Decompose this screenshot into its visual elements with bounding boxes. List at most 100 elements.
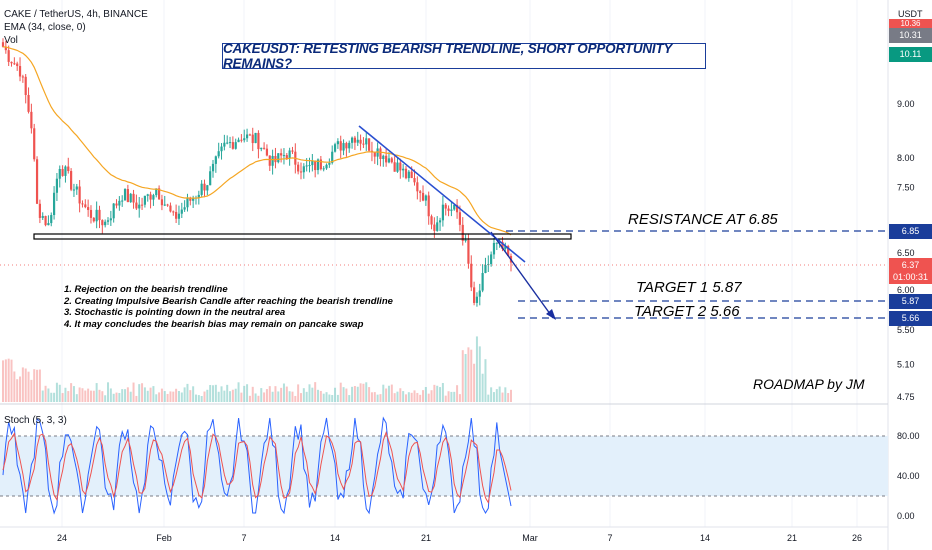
candle-body [353, 137, 357, 143]
x-tick-label: Feb [156, 533, 172, 543]
candle-body [447, 208, 450, 211]
candle-body [470, 263, 473, 288]
stoch-y-tick-label: 0.00 [897, 511, 915, 521]
volume-bar [260, 388, 263, 402]
volume-bar [328, 394, 331, 402]
candle-body [27, 94, 30, 112]
candle-body [419, 191, 422, 193]
volume-bar [138, 384, 141, 402]
candle-body [10, 61, 13, 64]
candle-body [282, 155, 286, 157]
candle-body [498, 241, 501, 243]
volume-bar [458, 394, 461, 402]
volume-bar [404, 394, 407, 402]
volume-bar [115, 392, 118, 402]
candle-body [328, 162, 331, 165]
candle-body [132, 193, 135, 203]
volume-bar [291, 391, 294, 402]
volume-bar [342, 387, 345, 402]
stoch-legend[interactable]: Stoch (5, 3, 3) [4, 415, 67, 426]
note-4: 4. It may concludes the bearish bias may… [64, 318, 364, 330]
candle-body [1, 42, 5, 47]
y-tick-label: 5.10 [897, 359, 915, 369]
volume-bar [248, 395, 251, 402]
candle-body [163, 204, 166, 206]
volume-bar [450, 391, 453, 402]
candle-body [55, 178, 59, 193]
note-1: 1. Rejection on the bearish trendline [64, 284, 228, 295]
candle-body [444, 204, 447, 209]
volume-bar [473, 363, 476, 402]
candle-body [70, 171, 73, 190]
candle-body [214, 156, 217, 164]
candle-body [84, 204, 87, 208]
volume-bar [447, 391, 450, 402]
candle-body [342, 143, 345, 151]
volume-bar [331, 395, 334, 402]
volume-bar [507, 393, 510, 402]
volume-bar [95, 383, 98, 402]
volume-bar [163, 391, 166, 402]
candle-body [262, 147, 266, 149]
volume-bar [61, 393, 64, 402]
volume-bar [186, 383, 189, 402]
candle-body [311, 160, 314, 166]
volume-bar [240, 392, 243, 402]
symbol-legend[interactable]: CAKE / TetherUS, 4h, BINANCE [4, 9, 148, 20]
volume-bar [55, 382, 58, 402]
price-tag-target2: 5.66 [889, 311, 932, 326]
support-zone-box [33, 233, 572, 240]
ema-legend[interactable]: EMA (34, close, 0) [4, 22, 86, 33]
candle-body [356, 139, 359, 143]
candle-body [243, 138, 246, 141]
volume-bar [21, 367, 24, 402]
roadmap-annotation: ROADMAP by JM [753, 376, 865, 392]
volume-bar [223, 390, 226, 402]
volume-bar [194, 394, 197, 402]
candle-body [203, 183, 206, 191]
candle-body [325, 164, 328, 169]
volume-bar [246, 384, 249, 402]
bearish-trendline[interactable] [358, 125, 526, 263]
volume-bar [203, 391, 206, 402]
candle-body [268, 155, 271, 166]
candle-body [314, 160, 317, 171]
candle-body [118, 200, 121, 206]
candle-body [58, 168, 61, 179]
candle-body [481, 273, 484, 291]
candle-body [365, 138, 368, 145]
candle-body [155, 188, 158, 196]
candle-body [126, 189, 129, 203]
volume-bar [322, 393, 325, 402]
volume-bar [47, 388, 50, 402]
candle-body [322, 168, 325, 170]
candle-body [359, 139, 362, 144]
volume-bar [339, 382, 342, 402]
volume-bar [370, 392, 373, 402]
volume-bar [152, 386, 155, 402]
volume-bar [129, 391, 132, 402]
volume-bar [487, 394, 490, 402]
volume-bar [263, 392, 266, 402]
volume-bar [135, 395, 138, 402]
candle-body [228, 142, 232, 144]
volume-bar [365, 382, 368, 402]
candle-body [399, 162, 402, 171]
candle-body [92, 217, 95, 222]
volume-legend[interactable]: Vol [4, 35, 18, 46]
volume-bar [325, 392, 328, 402]
volume-bar [89, 390, 92, 402]
volume-bar [396, 391, 399, 402]
volume-bar [126, 387, 129, 402]
volume-bar [453, 391, 456, 402]
volume-bar [387, 385, 390, 402]
candle-body [302, 166, 305, 173]
note-2: 2. Creating Impulsive Bearish Candle aft… [64, 295, 393, 307]
price-tag-gray: 10.31 [889, 28, 932, 43]
volume-bar [107, 382, 110, 402]
volume-bar [101, 391, 104, 402]
candle-body [157, 188, 161, 200]
candle-body [115, 203, 118, 206]
candle-body [13, 63, 16, 65]
